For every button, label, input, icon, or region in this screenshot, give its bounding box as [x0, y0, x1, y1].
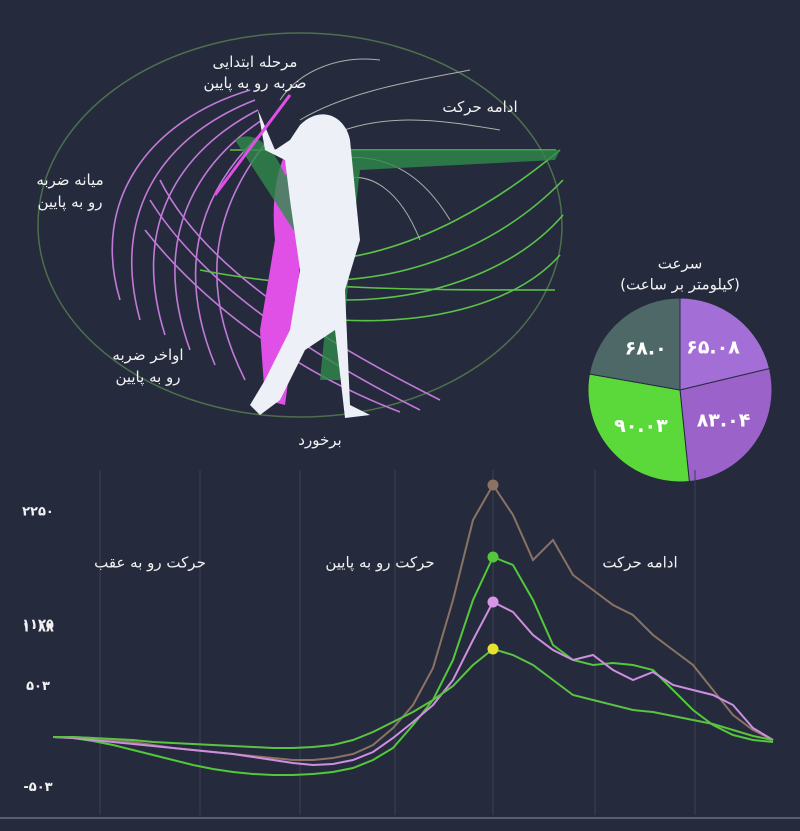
swing-illustration [37, 32, 564, 418]
pie-slice [587, 373, 690, 483]
y-tick-label: ۵۰۳ [26, 679, 50, 694]
swing-label-line: میانه ضربه [36, 171, 103, 189]
swing-label-line: برخورد [298, 431, 341, 449]
pie-title: سرعت [658, 255, 703, 273]
club [213, 94, 292, 196]
pie-value-label: ۶۵.۰۸ [686, 337, 740, 359]
swing-label: ادامه حرکت [442, 98, 517, 116]
swing-label: اواخر ضربه رو به پایین [112, 346, 183, 387]
peak-marker [487, 596, 499, 608]
pie-slice [588, 297, 681, 391]
phase-annotation: ادامه حرکت [602, 554, 677, 572]
peak-marker [487, 551, 499, 563]
swing-label-line: ادامه حرکت [442, 98, 517, 116]
pie-slice [679, 367, 773, 483]
series-line [52, 600, 774, 767]
y-tick-label: ۱۱۲۵ [22, 617, 54, 632]
pie-value-label: ۶۸.۰ [625, 338, 667, 360]
y-tick-label: -۵۰۳ [23, 780, 52, 795]
swing-label: برخورد [298, 431, 341, 449]
pie-chart: ۶۵.۰۸ ۸۳.۰۴ ۹۰.۰۳ ۶۸.۰ [587, 297, 773, 483]
swing-arc [37, 32, 563, 418]
swing-label: مرحله ابتدایی ضربه رو به پایین [203, 53, 306, 93]
pie-slice [679, 297, 771, 391]
swing-label-line: ضربه رو به پایین [203, 74, 306, 93]
pie-value-label: ۹۰.۰۳ [614, 415, 668, 437]
swing-label-line: رو به پایین [115, 368, 180, 387]
series-line [52, 555, 774, 776]
swing-label-line: رو به پایین [37, 193, 102, 212]
y-tick-label: ۲۲۵۰ [22, 505, 54, 520]
green-arcs [199, 149, 564, 322]
pie-value-label: ۸۳.۰۴ [697, 409, 751, 431]
white-figure [250, 110, 370, 418]
phase-annotation: حرکت رو به عقب [94, 554, 206, 572]
swing-label-line: اواخر ضربه [112, 346, 183, 364]
pie-subtitle: (کیلومتر بر ساعت) [620, 276, 740, 294]
swing-label: میانه ضربه رو به پایین [36, 171, 103, 212]
phase-annotation: حرکت رو به پایین [325, 554, 434, 573]
y-tick-label: ۱۰۸۸ [22, 621, 54, 636]
series-line [53, 483, 774, 761]
swing-label-line: مرحله ابتدایی [213, 53, 298, 71]
series-line [53, 647, 774, 749]
peak-marker [487, 479, 499, 491]
peak-marker [487, 643, 499, 655]
